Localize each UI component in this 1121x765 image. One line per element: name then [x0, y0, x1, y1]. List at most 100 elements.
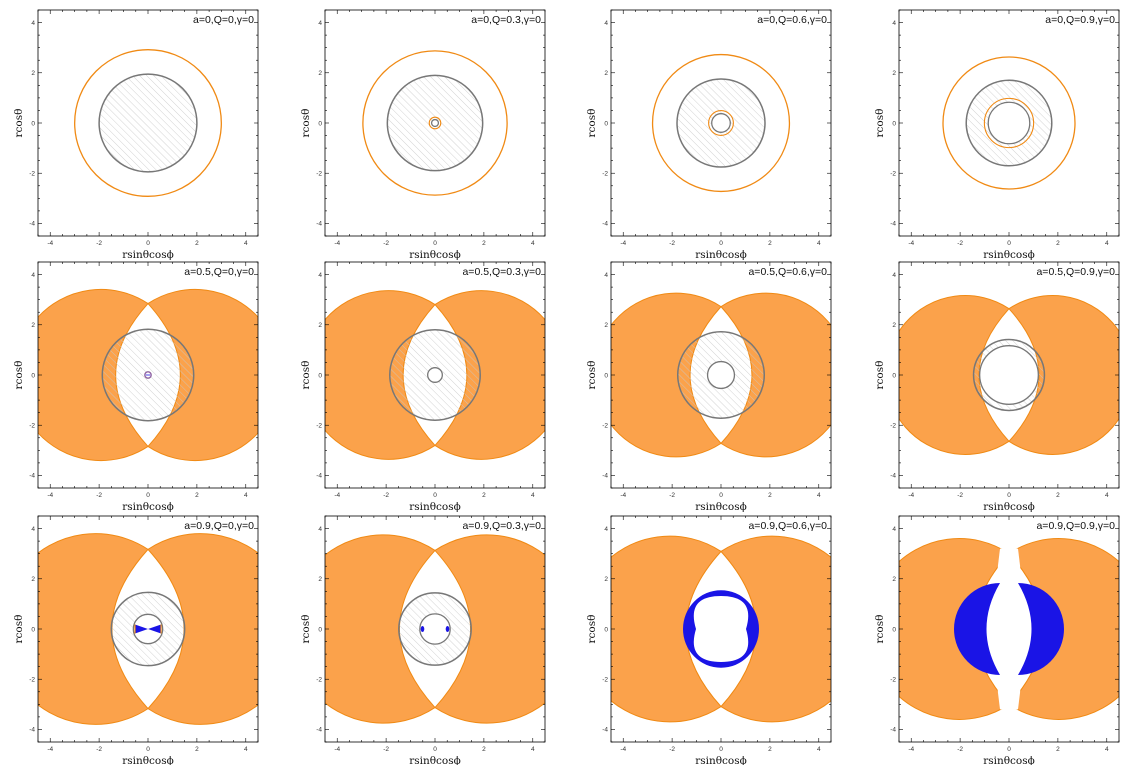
x-tick-label: -4: [47, 746, 53, 753]
y-axis-label: rcosθ: [13, 361, 25, 390]
x-tick-label: -2: [957, 240, 963, 247]
x-tick-label: 0: [1007, 240, 1011, 247]
y-tick-label: 0: [604, 626, 608, 633]
horizon-region-hatch: [99, 74, 197, 172]
panel-title: a=0.9,Q=0.9,γ=0: [1036, 520, 1115, 532]
x-axis-label: rsinθcosϕ: [983, 755, 1035, 765]
y-tick-label: -4: [602, 473, 608, 480]
y-tick-label: 0: [318, 372, 322, 379]
y-tick-label: 4: [318, 272, 322, 279]
panel-title: a=0.9,Q=0.3,γ=0: [462, 520, 541, 532]
y-tick-label: -4: [890, 473, 896, 480]
y-tick-label: -2: [29, 423, 35, 430]
x-tick-label: 4: [1105, 240, 1109, 247]
x-tick-label: -2: [669, 746, 675, 753]
x-tick-label: -2: [957, 746, 963, 753]
panel: -4 -2 0 2 4 -4 -2 0 2 4 rsinθcosϕ rcosθ a=0,Q=0,γ=0: [13, 9, 259, 261]
y-tick-label: -2: [602, 171, 608, 178]
inner-horizon: [987, 101, 1031, 145]
panel: -4 -2 0 2 4 -4 -2 0 2 4 rsinθcosϕ rcosθ a=0.5,Q=0,γ=…: [13, 261, 259, 513]
plot-area: [38, 533, 258, 725]
y-tick-label: -2: [890, 423, 896, 430]
y-tick-label: -2: [602, 677, 608, 684]
ergoregion: [38, 533, 258, 725]
outer-horizon: [965, 79, 1053, 167]
y-axis-label: rcosθ: [586, 361, 598, 390]
y-tick-label: -2: [602, 423, 608, 430]
plot-area: [651, 53, 791, 193]
x-tick-label: 2: [195, 492, 199, 499]
outer-horizon: [398, 592, 472, 666]
outer-horizon: [676, 78, 766, 168]
x-tick-label: 4: [817, 746, 821, 753]
x-tick-label: 2: [768, 492, 772, 499]
inner-horizon: [706, 360, 736, 390]
x-tick-label: 2: [195, 746, 199, 753]
x-axis-label: rsinθcosϕ: [695, 755, 747, 765]
x-tick-label: -4: [334, 492, 340, 499]
y-axis-label: rcosθ: [586, 615, 598, 644]
x-axis-label: rsinθcosϕ: [409, 501, 461, 513]
y-tick-label: 2: [604, 70, 608, 77]
outer-horizon: [101, 328, 195, 422]
y-axis-label: rcosθ: [13, 109, 25, 138]
y-tick-label: -2: [890, 677, 896, 684]
outer-horizon: [110, 591, 186, 667]
y-tick-label: 4: [604, 526, 608, 533]
x-tick-label: -4: [908, 492, 914, 499]
y-axis-label: rcosθ: [13, 615, 25, 644]
negative-energy-region: [954, 583, 1000, 675]
ergoregion-inner-edge: [685, 550, 757, 708]
x-tick-label: 4: [1105, 492, 1109, 499]
y-tick-label: 0: [604, 120, 608, 127]
y-tick-label: -4: [29, 727, 35, 734]
x-tick-label: 4: [817, 240, 821, 247]
y-tick-label: -4: [602, 727, 608, 734]
x-tick-label: -2: [383, 240, 389, 247]
y-axis-label: rcosθ: [586, 109, 598, 138]
x-tick-label: 0: [719, 492, 723, 499]
x-tick-label: -2: [96, 240, 102, 247]
ergosurface-curve: [74, 49, 222, 197]
inner-horizon: [711, 113, 731, 133]
y-tick-label: 0: [31, 372, 35, 379]
y-tick-label: -4: [890, 221, 896, 228]
x-tick-label: 4: [244, 240, 248, 247]
x-tick-label: -2: [669, 492, 675, 499]
inner-horizon: [430, 118, 440, 128]
x-tick-label: -2: [669, 240, 675, 247]
y-tick-label: 2: [31, 322, 35, 329]
y-tick-label: 4: [31, 20, 35, 27]
y-tick-label: 2: [318, 70, 322, 77]
y-tick-label: -2: [29, 171, 35, 178]
x-tick-label: -4: [620, 746, 626, 753]
y-axis-label: rcosθ: [874, 615, 886, 644]
panel: -4 -2 0 2 4 -4 -2 0 2 4 rsinθcosϕ rcosθ a=0.5,Q=0.3,…: [300, 261, 546, 513]
y-tick-label: 4: [31, 526, 35, 533]
y-tick-label: -2: [316, 171, 322, 178]
plot-area: [899, 538, 1119, 720]
inner-ergosurface: [708, 110, 734, 136]
panel: -4 -2 0 2 4 -4 -2 0 2 4 rsinθcosϕ rcosθ a=0,Q=0.6,γ=…: [586, 9, 832, 261]
x-tick-label: 4: [817, 492, 821, 499]
x-tick-label: 4: [531, 492, 535, 499]
panel: -4 -2 0 2 4 -4 -2 0 2 4 rsinθcosϕ rcosθ a=0.9,Q=0.9,…: [874, 515, 1120, 765]
x-axis-label: rsinθcosϕ: [122, 501, 174, 513]
panel-title: a=0,Q=0,γ=0: [193, 14, 254, 26]
y-tick-label: 4: [318, 526, 322, 533]
plot-area: [325, 290, 545, 460]
y-tick-label: -2: [316, 677, 322, 684]
plot-area: [38, 289, 258, 461]
negative-energy-region: [683, 590, 759, 668]
x-tick-label: 0: [719, 240, 723, 247]
outer-horizon: [972, 338, 1046, 412]
y-tick-label: 2: [892, 576, 896, 583]
y-tick-label: 2: [892, 322, 896, 329]
x-tick-label: -4: [908, 746, 914, 753]
inner-ergosurface: [428, 116, 442, 130]
panel: -4 -2 0 2 4 -4 -2 0 2 4 rsinθcosϕ rcosθ a=0.5,Q=0.6,…: [586, 261, 832, 513]
x-tick-label: -4: [620, 492, 626, 499]
x-tick-label: 0: [146, 492, 150, 499]
inner-horizon: [427, 367, 443, 383]
